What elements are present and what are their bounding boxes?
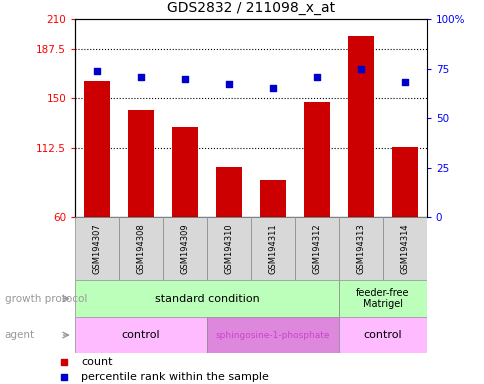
Bar bbox=[294, 217, 338, 280]
Text: standard condition: standard condition bbox=[154, 293, 259, 304]
Bar bbox=[75, 217, 119, 280]
Text: control: control bbox=[121, 330, 160, 340]
Text: GSM194308: GSM194308 bbox=[136, 223, 145, 274]
Text: GSM194311: GSM194311 bbox=[268, 223, 277, 274]
Point bbox=[60, 359, 68, 365]
Bar bbox=[215, 167, 242, 217]
Title: GDS2832 / 211098_x_at: GDS2832 / 211098_x_at bbox=[166, 2, 334, 15]
Text: feeder-free
Matrigel: feeder-free Matrigel bbox=[355, 288, 409, 310]
Bar bbox=[171, 127, 198, 217]
Bar bbox=[251, 217, 294, 280]
Point bbox=[60, 374, 68, 380]
Bar bbox=[207, 317, 338, 353]
Text: count: count bbox=[81, 357, 113, 367]
Text: growth protocol: growth protocol bbox=[5, 293, 87, 304]
Bar bbox=[75, 317, 207, 353]
Point bbox=[356, 66, 364, 72]
Bar bbox=[259, 180, 286, 217]
Point bbox=[400, 79, 408, 86]
Bar bbox=[119, 217, 163, 280]
Bar bbox=[84, 81, 110, 217]
Text: percentile rank within the sample: percentile rank within the sample bbox=[81, 372, 269, 382]
Bar bbox=[382, 217, 426, 280]
Bar bbox=[338, 317, 426, 353]
Text: GSM194307: GSM194307 bbox=[92, 223, 102, 274]
Text: GSM194314: GSM194314 bbox=[399, 223, 408, 274]
Bar bbox=[338, 280, 426, 317]
Text: GSM194309: GSM194309 bbox=[180, 223, 189, 274]
Bar bbox=[347, 36, 373, 217]
Text: control: control bbox=[363, 330, 401, 340]
Point bbox=[225, 81, 232, 88]
Bar bbox=[391, 147, 417, 217]
Bar bbox=[207, 217, 251, 280]
Bar bbox=[338, 217, 382, 280]
Text: GSM194313: GSM194313 bbox=[356, 223, 364, 274]
Point bbox=[137, 73, 145, 79]
Bar bbox=[303, 102, 330, 217]
Bar bbox=[163, 217, 207, 280]
Text: agent: agent bbox=[5, 330, 35, 340]
Point bbox=[93, 68, 101, 74]
Point bbox=[269, 85, 276, 91]
Point bbox=[312, 73, 320, 79]
Bar bbox=[128, 110, 154, 217]
Point bbox=[181, 76, 189, 82]
Text: GSM194312: GSM194312 bbox=[312, 223, 321, 274]
Bar bbox=[75, 280, 338, 317]
Text: sphingosine-1-phosphate: sphingosine-1-phosphate bbox=[215, 331, 330, 339]
Text: GSM194310: GSM194310 bbox=[224, 223, 233, 274]
